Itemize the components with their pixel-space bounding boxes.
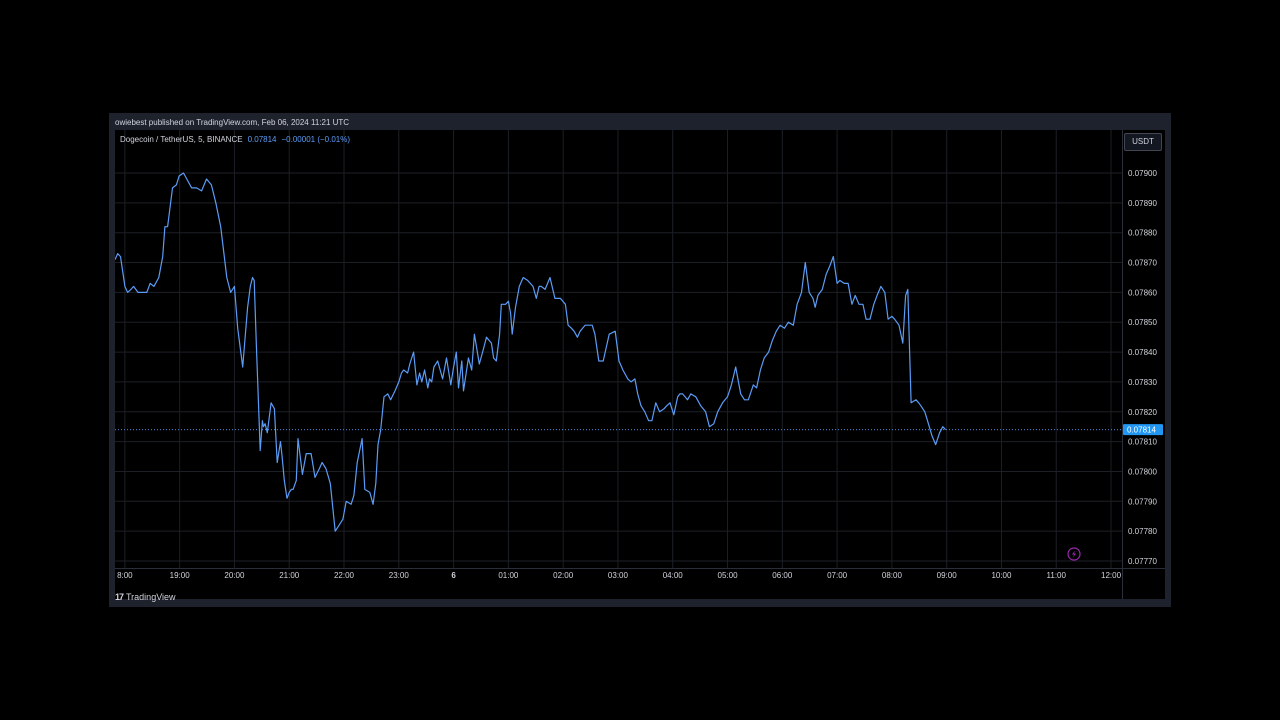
y-tick-label: 0.07780 — [1128, 527, 1157, 536]
x-tick-label: 19:00 — [170, 571, 191, 580]
chart-legend: Dogecoin / TetherUS, 5, BINANCE 0.07814 −0… — [120, 134, 350, 146]
x-tick-label: 03:00 — [608, 571, 629, 580]
price-chart-svg[interactable]: 0.07900 0.07890 0.07880 0.07870 0.07860 0.078… — [115, 130, 1165, 599]
grid — [115, 130, 1165, 599]
y-tick-label: 0.07840 — [1128, 348, 1157, 357]
y-tick-label: 0.07790 — [1128, 497, 1157, 506]
y-tick-label: 0.07830 — [1128, 378, 1157, 387]
last-price-label: 0.07814 — [1123, 424, 1163, 436]
svg-text:0.07814: 0.07814 — [1127, 426, 1156, 435]
y-tick-label: 0.07900 — [1128, 169, 1157, 178]
legend-symbol[interactable]: Dogecoin / TetherUS, 5, BINANCE — [120, 135, 243, 144]
currency-button[interactable]: USDT — [1124, 133, 1162, 151]
y-tick-label: 0.07870 — [1128, 259, 1157, 268]
lightning-icon[interactable] — [1067, 547, 1081, 561]
y-tick-label: 0.07880 — [1128, 229, 1157, 238]
x-tick-label: 04:00 — [663, 571, 684, 580]
x-tick-label: 07:00 — [827, 571, 848, 580]
x-tick-label: 02:00 — [553, 571, 574, 580]
x-tick-label: 8:00 — [117, 571, 133, 580]
x-tick-label: 11:00 — [1047, 571, 1067, 580]
y-tick-label: 0.07800 — [1128, 467, 1157, 476]
x-tick-label: 01:00 — [498, 571, 519, 580]
x-tick-label: 20:00 — [224, 571, 245, 580]
x-tick-label: 12:00 — [1101, 571, 1122, 580]
x-tick-label: 06:00 — [772, 571, 793, 580]
x-tick-label: 22:00 — [334, 571, 355, 580]
x-tick-label: 05:00 — [718, 571, 739, 580]
y-tick-label: 0.07810 — [1128, 438, 1157, 447]
x-tick-label: 6 — [451, 571, 456, 580]
chart-widget: owiebest published on TradingView.com, F… — [109, 113, 1171, 607]
y-tick-label: 0.07850 — [1128, 318, 1157, 327]
tradingview-logo-icon: 17 — [115, 592, 124, 602]
time-axis: 8:00 19:00 20:00 21:00 22:00 23:00 6 01:00 02:00… — [117, 571, 1122, 580]
legend-change: −0.00001 (−0.01%) — [281, 135, 351, 144]
y-tick-label: 0.07770 — [1128, 557, 1157, 566]
x-tick-label: 08:00 — [882, 571, 903, 580]
chart-area[interactable]: 0.07900 0.07890 0.07880 0.07870 0.07860 0.078… — [115, 130, 1165, 599]
x-tick-label: 21:00 — [279, 571, 300, 580]
footer: 17 TradingView — [115, 590, 176, 604]
x-tick-label: 09:00 — [937, 571, 958, 580]
price-series-line — [115, 172, 947, 532]
legend-last-price: 0.07814 — [247, 135, 277, 144]
tradingview-brand[interactable]: TradingView — [126, 592, 176, 602]
x-tick-label: 10:00 — [991, 571, 1012, 580]
y-tick-label: 0.07890 — [1128, 199, 1157, 208]
y-tick-label: 0.07820 — [1128, 408, 1157, 417]
y-tick-label: 0.07860 — [1128, 288, 1157, 297]
published-by-text: owiebest published on TradingView.com, F… — [115, 118, 350, 127]
price-axis: 0.07900 0.07890 0.07880 0.07870 0.07860 0.078… — [1128, 169, 1157, 566]
x-tick-label: 23:00 — [389, 571, 410, 580]
